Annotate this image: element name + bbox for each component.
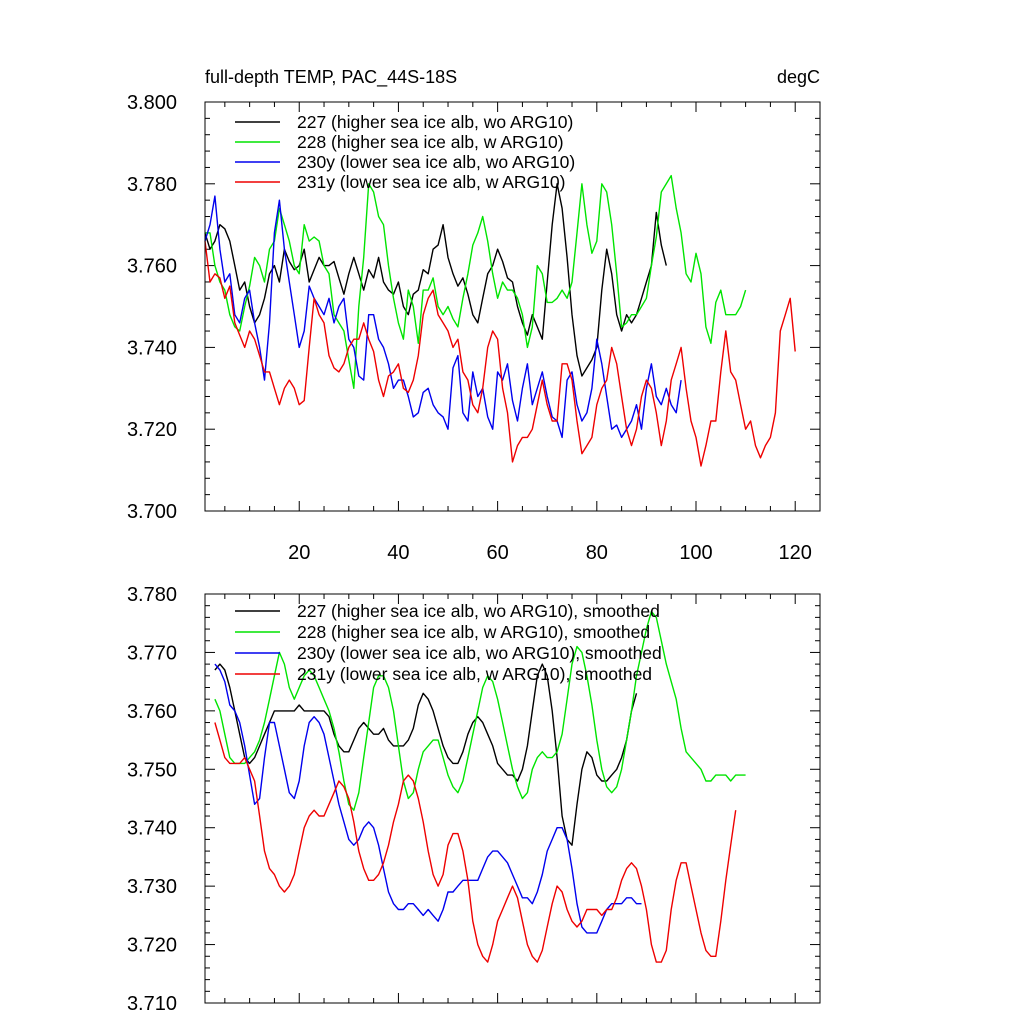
bottom-chart-legend: 227 (higher sea ice alb, wo ARG10), smoo… bbox=[235, 601, 662, 684]
series-line bbox=[214, 610, 746, 811]
x-tick-label: 100 bbox=[679, 542, 712, 564]
top-chart-panel: full-depth TEMP, PAC_44S-18S degC 3.7003… bbox=[127, 67, 821, 564]
top-chart-axes: 3.700 3.720 3.740 3.760 3.780 3.800 20 40 60 80 10… bbox=[127, 92, 821, 564]
y-tick-label: 3.760 bbox=[127, 256, 177, 278]
y-tick-label: 3.710 bbox=[127, 993, 177, 1015]
bottom-chart-frame bbox=[204, 593, 821, 1004]
top-chart-units: degC bbox=[777, 67, 820, 87]
x-tick-label: 60 bbox=[486, 542, 508, 564]
legend-label: 230y (lower sea ice alb, wo ARG10), smoo… bbox=[297, 643, 662, 663]
y-tick-label: 3.720 bbox=[127, 935, 177, 957]
y-tick-label: 3.780 bbox=[127, 584, 177, 606]
y-tick-label: 3.750 bbox=[127, 759, 177, 781]
legend-label: 227 (higher sea ice alb, wo ARG10), smoo… bbox=[297, 601, 660, 621]
y-tick-label: 3.720 bbox=[127, 419, 177, 441]
legend-label: 228 (higher sea ice alb, w ARG10) bbox=[297, 132, 564, 152]
series-line bbox=[214, 663, 642, 934]
y-tick-label: 3.770 bbox=[127, 642, 177, 664]
y-tick-label: 3.760 bbox=[127, 701, 177, 723]
series-line bbox=[214, 663, 638, 846]
y-tick-label: 3.740 bbox=[127, 337, 177, 359]
y-tick-label: 3.730 bbox=[127, 876, 177, 898]
x-tick-label: 80 bbox=[586, 542, 608, 564]
top-chart-title: full-depth TEMP, PAC_44S-18S bbox=[205, 67, 457, 88]
series-line bbox=[204, 195, 682, 439]
bottom-chart-series bbox=[214, 610, 746, 963]
legend-label: 231y (lower sea ice alb, w ARG10) bbox=[297, 172, 565, 192]
x-tick-label: 120 bbox=[779, 542, 812, 564]
legend-label: 230y (lower sea ice alb, wo ARG10) bbox=[297, 152, 575, 172]
series-line bbox=[205, 174, 747, 389]
bottom-chart-axes: 3.710 3.720 3.730 3.740 3.750 3.760 3.770 3.780 bbox=[127, 584, 821, 1015]
x-tick-label: 40 bbox=[387, 542, 409, 564]
top-chart-frame bbox=[204, 101, 821, 512]
bottom-chart-panel: 3.710 3.720 3.730 3.740 3.750 3.760 3.770 3.780… bbox=[127, 584, 821, 1015]
top-chart-legend: 227 (higher sea ice alb, wo ARG10) 228 (… bbox=[235, 112, 575, 192]
series-line bbox=[214, 722, 737, 963]
x-tick-label: 20 bbox=[288, 542, 310, 564]
legend-label: 227 (higher sea ice alb, wo ARG10) bbox=[297, 112, 573, 132]
legend-label: 228 (higher sea ice alb, w ARG10), smoot… bbox=[297, 622, 650, 642]
legend-label: 231y (lower sea ice alb, w ARG10), smoot… bbox=[297, 664, 652, 684]
series-line bbox=[204, 183, 667, 377]
series-line bbox=[204, 241, 796, 467]
y-tick-label: 3.800 bbox=[127, 92, 177, 114]
y-tick-label: 3.700 bbox=[127, 501, 177, 523]
top-chart-series bbox=[204, 174, 796, 467]
y-tick-label: 3.740 bbox=[127, 818, 177, 840]
y-tick-label: 3.780 bbox=[127, 174, 177, 196]
